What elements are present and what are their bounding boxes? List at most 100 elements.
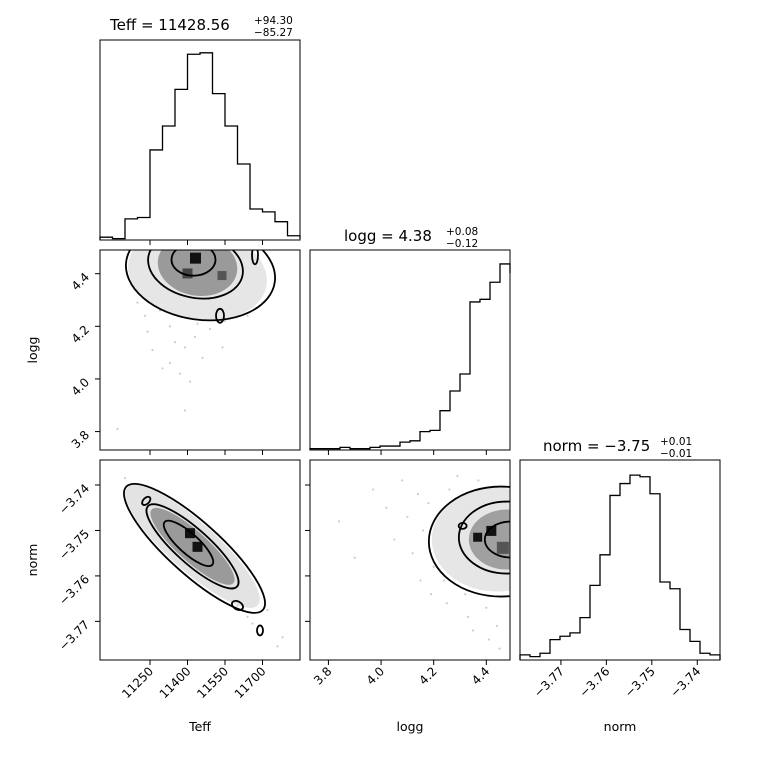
sample-point — [429, 592, 433, 596]
histogram-norm — [519, 459, 721, 661]
x-tick-label: 11550 — [194, 664, 231, 701]
contour-island — [141, 495, 152, 506]
contour-island — [457, 522, 468, 530]
density-logg-vs-teff — [99, 249, 301, 451]
contour-ring-mid — [457, 500, 510, 575]
density-peak-cell — [192, 541, 203, 552]
density-peak-cell — [185, 528, 195, 539]
contour-island — [256, 624, 264, 637]
panel-frame — [309, 459, 511, 661]
sample-point — [448, 488, 451, 491]
axis-ticks: 11250 11400 11550 11700 3.8 4.0 4.2 4.4 −3.77 −3.… — [56, 240, 703, 701]
contour-ring-inner — [483, 520, 510, 559]
panel-content — [123, 477, 284, 648]
x-tick-label: 11250 — [119, 664, 156, 701]
title-norm-upper: +0.01 — [660, 436, 692, 448]
sample-point — [385, 506, 388, 509]
density-norm-vs-logg — [309, 459, 511, 661]
sample-point — [487, 638, 491, 641]
panel-frame — [519, 459, 721, 661]
sample-point — [276, 645, 279, 648]
x-tick-label: 4.2 — [416, 664, 439, 687]
sample-point — [246, 314, 249, 317]
x-tick-label: −3.74 — [667, 664, 703, 700]
sample-point — [281, 636, 284, 639]
sample-point — [143, 314, 147, 317]
density-peak-cell — [190, 252, 201, 264]
sample-point — [443, 579, 446, 582]
density-cell — [217, 271, 227, 281]
sample-point — [183, 409, 187, 412]
contour-island — [251, 250, 259, 266]
density-cell — [496, 541, 509, 554]
sample-point — [168, 362, 172, 365]
sample-point — [193, 335, 197, 338]
contour-ring-outer — [125, 250, 276, 322]
sample-point — [353, 556, 356, 559]
contour-ring-inner — [162, 519, 215, 567]
sample-point — [427, 502, 430, 505]
title-teff-base: Teff = 11428.56 — [109, 16, 230, 34]
contour-ring-mid — [147, 250, 244, 300]
panel-frame — [99, 39, 301, 241]
sample-point — [466, 615, 469, 618]
y-tick-label: −3.75 — [56, 527, 92, 563]
x-tick-label: −3.77 — [531, 664, 567, 700]
contour-island — [231, 599, 244, 611]
y-tick-label: 4.4 — [69, 270, 92, 293]
x-tick-label: 11400 — [157, 664, 194, 701]
density-cell — [182, 268, 193, 279]
density-region-mid — [468, 509, 510, 570]
sample-point — [337, 520, 341, 523]
contour-island — [215, 307, 225, 324]
title-logg-upper: +0.08 — [446, 226, 478, 238]
histogram-teff — [99, 39, 301, 241]
x-tick-label: 11700 — [232, 664, 269, 701]
sample-point — [188, 380, 192, 383]
ylabel-norm: norm — [25, 544, 40, 577]
sample-point — [221, 346, 224, 349]
x-tick-label: −3.75 — [622, 664, 658, 700]
sample-point — [477, 479, 480, 482]
sample-point — [485, 606, 488, 609]
density-region-mid — [157, 250, 238, 297]
x-tick-label: 4.0 — [364, 664, 387, 687]
sample-point — [393, 538, 396, 541]
sample-point — [208, 327, 212, 331]
contour-ring-inner — [170, 250, 217, 277]
sample-point — [432, 565, 435, 568]
title-norm: norm = −3.75 +0.01 −0.01 — [543, 436, 692, 460]
sample-point — [161, 367, 164, 370]
title-teff: Teff = 11428.56 +94.30 −85.27 — [109, 15, 293, 39]
sample-point — [456, 474, 459, 478]
histogram-steps — [309, 263, 511, 450]
density-norm-vs-teff — [99, 459, 301, 661]
xlabel-norm: norm — [604, 719, 637, 734]
sample-point — [178, 372, 182, 375]
density-peak-cell — [473, 532, 483, 542]
sample-point — [183, 346, 187, 349]
xlabel-teff: Teff — [188, 719, 211, 734]
density-peak-cell — [486, 525, 497, 536]
x-tick-label: 4.4 — [469, 664, 492, 687]
sample-point — [411, 552, 414, 555]
sample-point — [495, 624, 498, 628]
sample-point — [151, 348, 154, 352]
histogram-logg — [309, 249, 511, 451]
y-tick-label: −3.76 — [56, 572, 92, 608]
sample-point — [422, 529, 425, 532]
sample-point — [201, 356, 204, 359]
histogram-steps — [519, 474, 721, 660]
sample-point — [146, 330, 149, 333]
sample-point — [419, 579, 422, 582]
panel-frame — [309, 249, 511, 451]
panel-content — [116, 250, 276, 431]
sample-point — [406, 515, 409, 518]
title-teff-upper: +94.30 — [254, 15, 293, 27]
sample-point — [266, 608, 269, 612]
sample-point — [464, 592, 467, 596]
title-logg-lower: −0.12 — [446, 238, 478, 250]
title-teff-lower: −85.27 — [254, 27, 293, 39]
y-tick-label: 3.8 — [69, 428, 92, 451]
